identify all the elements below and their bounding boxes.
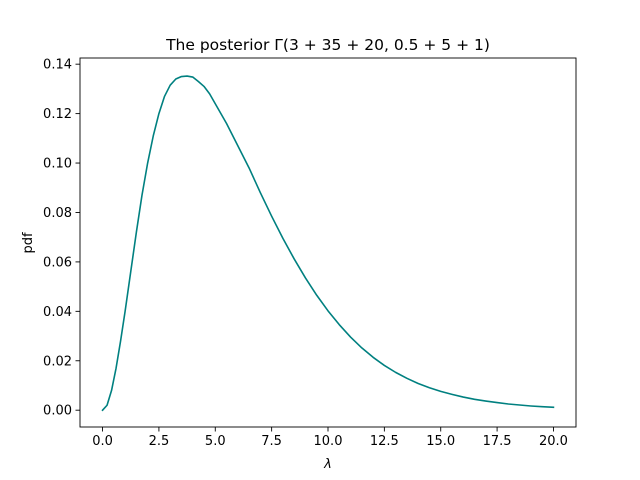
x-tick-label: 15.0: [426, 434, 455, 449]
x-tick-label: 20.0: [539, 434, 568, 449]
x-tick-label: 7.5: [261, 434, 282, 449]
plot-area: 0.0 2.5 5.0 7.5 10.0 12.5 15.0 17.5 20.0 0.00 0.02…: [43, 57, 577, 449]
y-axis-label: pdf: [21, 232, 36, 254]
y-tick-label: 0.14: [43, 58, 72, 73]
x-axis-label: λ: [323, 457, 332, 472]
x-tick-label: 2.5: [149, 434, 170, 449]
y-tick-label: 0.06: [43, 255, 72, 270]
pdf-line: [101, 75, 555, 412]
y-tick-label: 0.08: [43, 206, 72, 221]
y-tick-label: 0.02: [43, 354, 72, 369]
chart-title: The posterior Γ(3 + 35 + 20, 0.5 + 5 + 1…: [165, 36, 490, 54]
x-tick-label: 10.0: [314, 434, 343, 449]
y-tick-label: 0.00: [43, 404, 72, 419]
x-tick-label: 5.0: [205, 434, 226, 449]
y-tick-label: 0.10: [43, 157, 72, 172]
x-tick-label: 12.5: [370, 434, 399, 449]
y-tick-label: 0.04: [43, 305, 72, 320]
x-tick-label: 0.0: [92, 434, 113, 449]
x-tick-label: 17.5: [483, 434, 512, 449]
y-tick-label: 0.12: [43, 107, 72, 122]
